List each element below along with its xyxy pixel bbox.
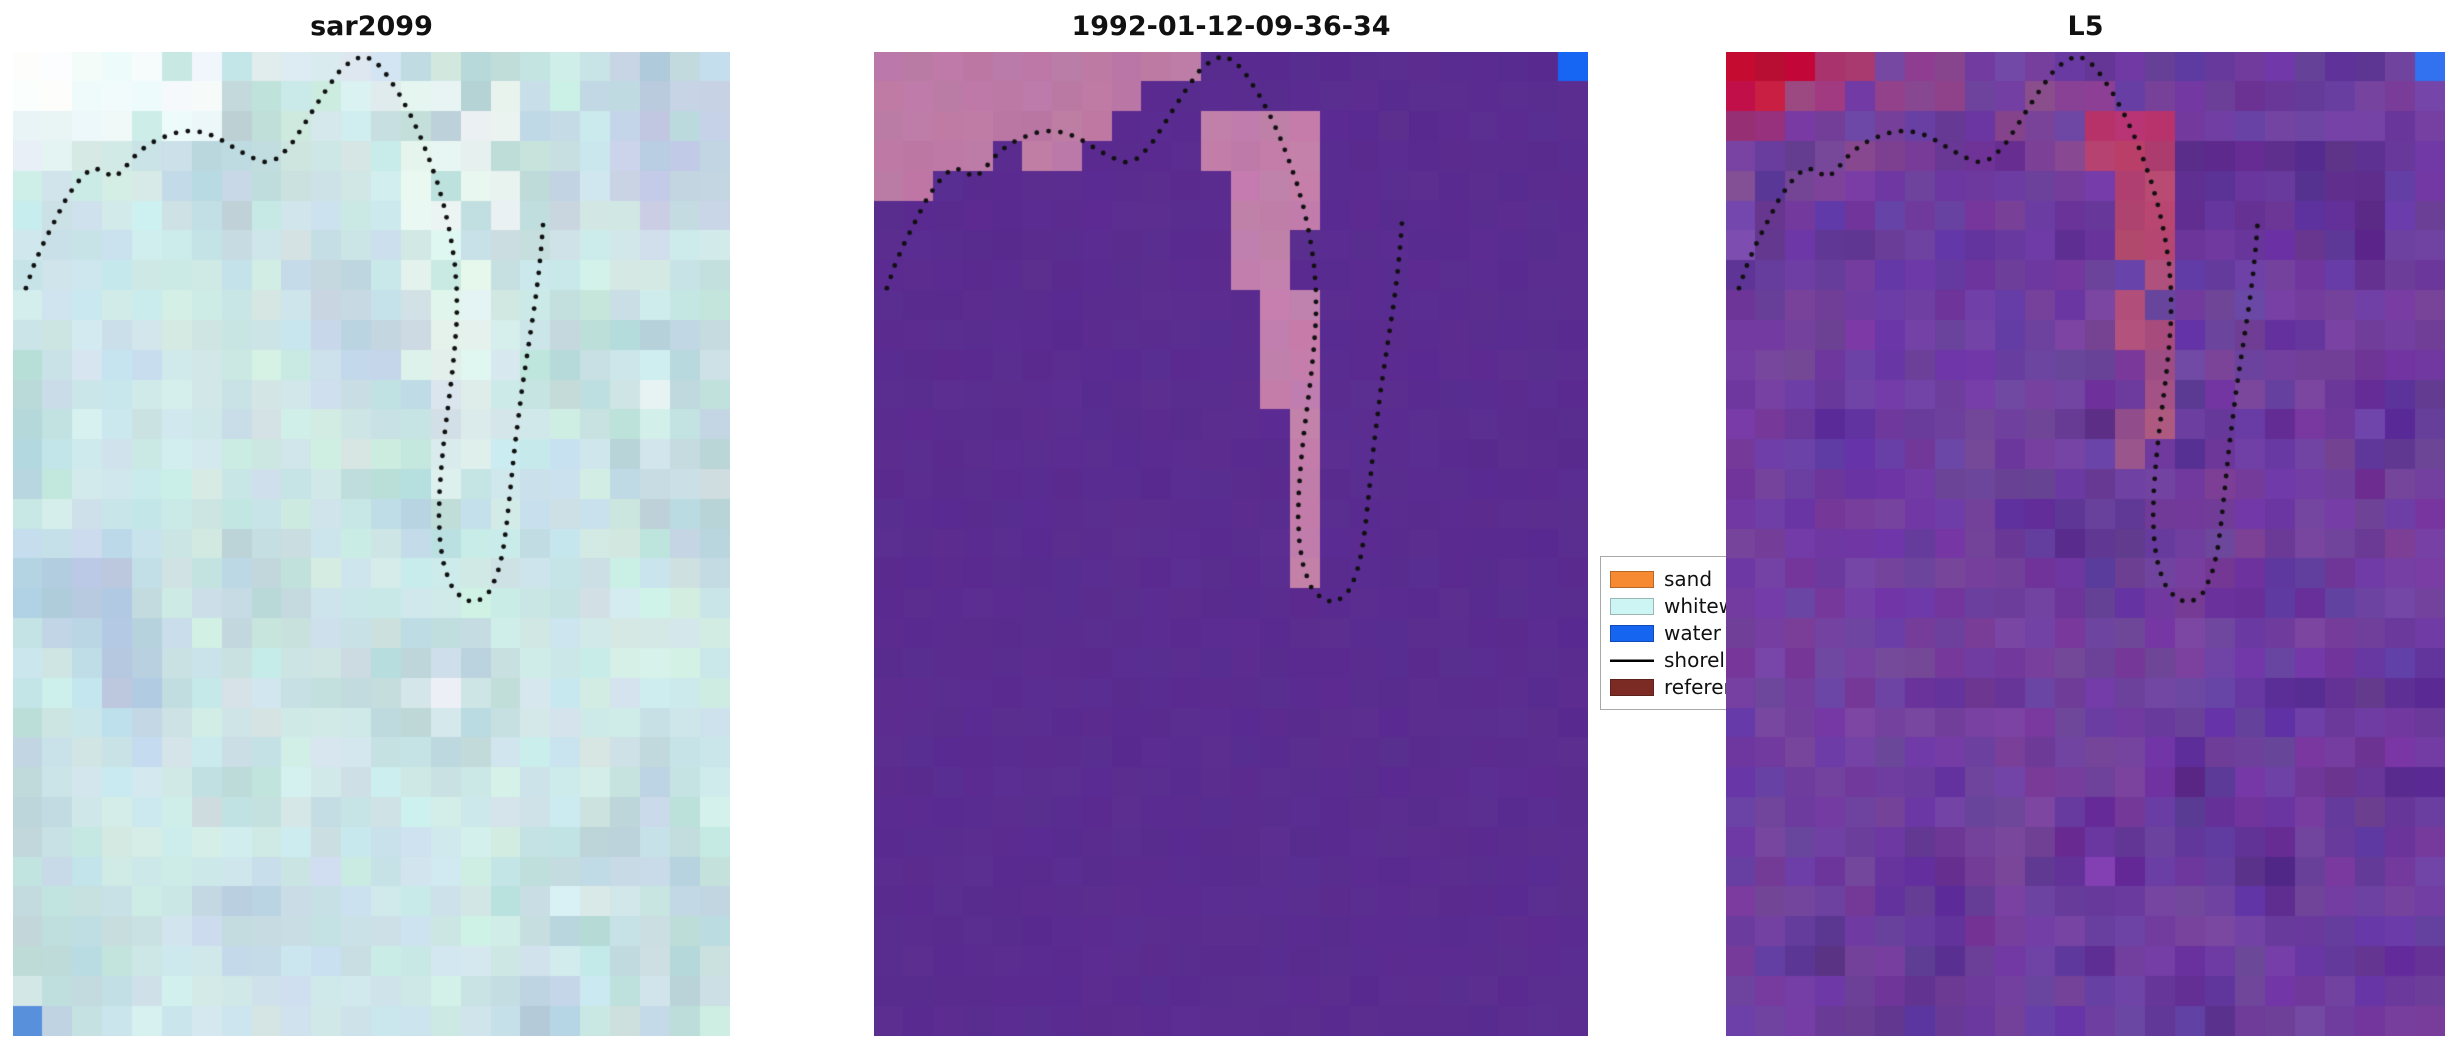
legend-label-water: water — [1664, 621, 1721, 645]
panel-title-l5: L5 — [2067, 11, 2104, 42]
sand-swatch — [1610, 570, 1654, 588]
panel-l5: L5 — [1726, 8, 2445, 1036]
panel-sar: sar2099 — [13, 8, 730, 1036]
panel-title-classification: 1992-01-12-09-36-34 — [1071, 11, 1391, 42]
panel-title-sar: sar2099 — [310, 11, 433, 42]
l5-image-canvas — [1726, 52, 2445, 1036]
legend-item-sand: sand — [1610, 567, 1848, 591]
classification-map-canvas — [874, 52, 1588, 1036]
whitewater-swatch — [1610, 597, 1654, 615]
shoreline-line-swatch — [1610, 651, 1654, 669]
sar-image-canvas — [13, 52, 730, 1036]
panel-classification: 1992-01-12-09-36-34 — [874, 8, 1588, 1036]
legend-label-sand: sand — [1664, 567, 1713, 591]
legend-item-water: water — [1610, 621, 1848, 645]
water-swatch — [1610, 624, 1654, 642]
reference-swatch — [1610, 678, 1654, 696]
